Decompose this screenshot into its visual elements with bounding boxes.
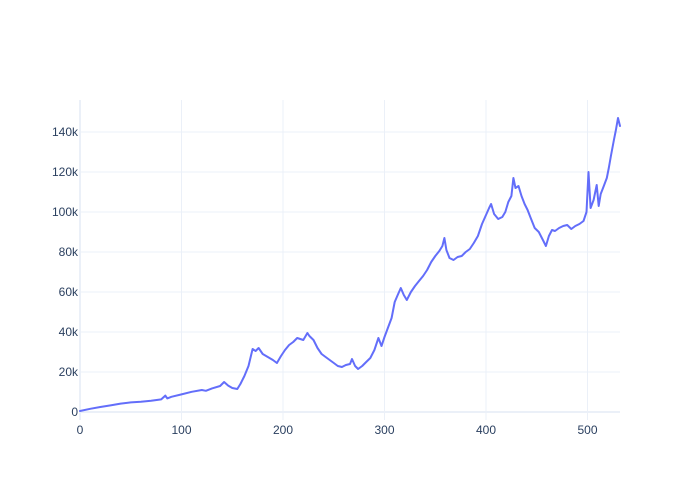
y-tick-label: 60k xyxy=(59,285,79,299)
x-tick-label: 100 xyxy=(171,423,191,437)
x-tick-label: 300 xyxy=(374,423,394,437)
y-axis-tick-labels: 0 20k 40k 60k 80k 100k 120k 140k xyxy=(52,125,79,419)
x-tick-label: 200 xyxy=(273,423,293,437)
y-tick-label: 120k xyxy=(52,165,79,179)
series-layer xyxy=(79,117,621,412)
y-tick-label: 20k xyxy=(59,365,79,379)
y-tick-label: 40k xyxy=(59,325,79,339)
x-axis-tick-labels: 0 100 200 300 400 500 xyxy=(77,423,598,437)
x-tick-label: 500 xyxy=(578,423,598,437)
y-tick-label: 100k xyxy=(52,205,79,219)
x-tick-label: 0 xyxy=(77,423,84,437)
y-tick-label: 140k xyxy=(52,125,79,139)
x-tick-label: 400 xyxy=(476,423,496,437)
grid xyxy=(79,100,620,420)
y-tick-label: 0 xyxy=(71,405,78,419)
series-line xyxy=(79,117,621,412)
y-tick-label: 80k xyxy=(59,245,79,259)
